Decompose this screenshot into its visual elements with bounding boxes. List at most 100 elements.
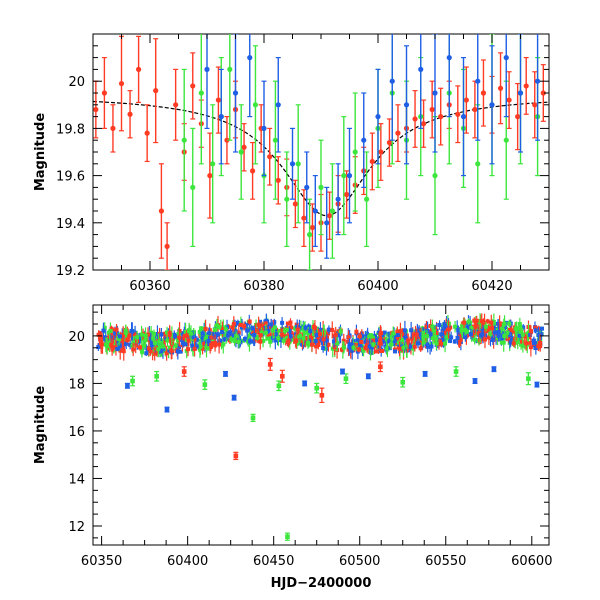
band-point [281,338,286,343]
band-point [280,320,285,325]
band-point [111,341,116,346]
band-point [182,334,187,339]
red-data-point [144,130,150,136]
band-point [417,332,422,337]
band-point [165,330,170,335]
red-data-point [540,90,546,96]
red-data-point [515,114,521,120]
blue-data-point [125,383,130,389]
band-point [401,345,406,350]
band-point [425,344,430,349]
band-point [443,341,448,346]
blue-data-point [218,114,224,120]
blue-data-point [403,102,410,108]
band-point [511,341,516,346]
band-point [521,325,526,330]
band-point [258,339,263,344]
band-point [528,329,533,334]
band-point [408,344,413,349]
y-tick-label: 16 [68,425,85,440]
band-point [488,323,493,328]
band-point [463,327,468,332]
band-point [188,331,193,336]
band-point [496,330,501,335]
band-point [98,331,103,336]
bottom-panel-y-axis-label: Magnitude [33,386,48,465]
band-point [364,343,369,348]
band-point [488,331,493,336]
band-point [159,332,164,337]
band-point [449,335,454,340]
blue-data-point [472,378,478,384]
band-point [310,332,315,337]
red-data-point [421,121,427,127]
band-point [428,332,433,337]
band-point [395,333,400,338]
band-point [495,327,500,332]
band-point [409,328,414,333]
green-data-point [198,90,204,96]
band-point [250,329,255,334]
band-point [288,334,293,339]
band-point [455,335,460,340]
band-point [517,322,522,327]
band-point [200,331,205,336]
band-point [341,338,346,343]
band-point [486,329,491,334]
band-point [346,335,351,340]
band-point [518,330,523,335]
blue-data-point [304,184,310,190]
band-point [326,342,331,347]
band-point [119,336,124,341]
red-data-point [101,90,107,96]
band-point [412,344,417,349]
band-point [469,326,474,331]
band-point [441,326,446,331]
band-point [347,345,352,350]
band-point [163,334,168,339]
red-data-point [173,102,179,108]
band-point [148,339,153,344]
band-point [219,342,224,347]
band-point [269,322,274,327]
band-point [433,335,438,340]
red-data-point [412,116,418,122]
band-point [462,320,467,325]
band-point [367,341,372,346]
blue-data-point [223,371,228,377]
band-point [313,338,318,343]
band-point [259,330,264,335]
band-point [507,321,512,326]
band-point [260,327,265,332]
band-point [380,339,385,344]
band-point [177,345,182,350]
band-point [357,334,362,339]
band-point [310,342,315,347]
band-point [393,349,398,354]
band-point [298,333,303,338]
band-point [248,332,253,337]
band-point [314,332,319,337]
band-point [388,334,393,339]
band-point [509,335,514,340]
band-point [180,341,185,346]
red-data-point [395,130,401,136]
band-point [333,332,338,337]
red-data-point [319,392,325,398]
band-point [380,348,385,353]
band-point [140,350,145,355]
band-point [361,334,366,339]
band-point [101,328,106,333]
red-data-point [215,97,221,103]
band-point [434,341,439,346]
band-point [459,328,464,333]
band-point [118,348,123,353]
band-point [115,331,120,336]
band-point [105,344,110,349]
band-point [266,324,271,329]
x-tick-label: 60360 [129,279,170,294]
band-point [342,345,347,350]
green-data-point [503,137,509,143]
band-point [137,336,142,341]
band-point [518,325,523,330]
